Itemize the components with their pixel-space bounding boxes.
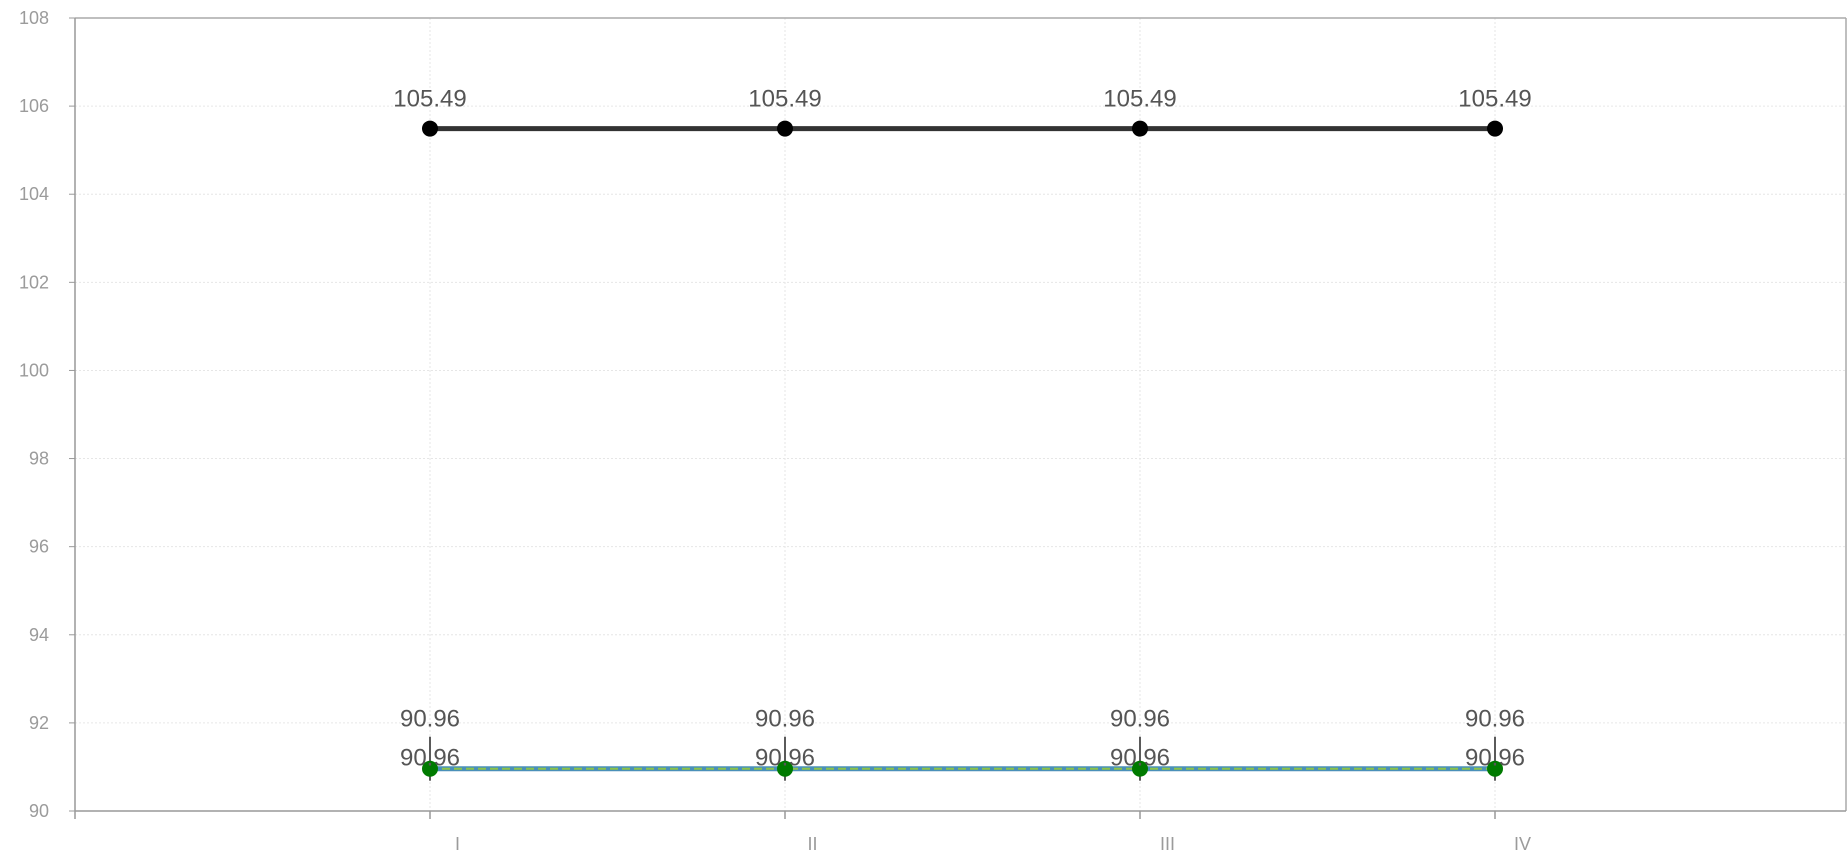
y-tick-label: 98 [29,449,49,469]
series-2-data-label: 90.96 [1465,745,1525,772]
x-tick-label: III [1160,834,1175,854]
x-tick-label: I [455,834,460,854]
x-tick-label: II [807,834,817,854]
series-1-point [1487,760,1503,777]
y-tick-label: 104 [19,184,49,204]
series-0-point [777,120,793,137]
series-1-point [1132,760,1148,777]
series-2-data-label: 90.96 [400,745,460,772]
series-1-point [422,760,438,777]
y-tick-label: 92 [29,713,49,733]
series-1-point [777,760,793,777]
y-tick-label: 100 [19,360,49,380]
series-0-data-label: 105.49 [1103,86,1176,113]
y-tick-label: 96 [29,537,49,557]
series-1-data-label: 90.96 [400,706,460,733]
y-tick-label: 108 [19,8,49,28]
series-1-data-label: 90.96 [1465,706,1525,733]
y-tick-label: 94 [29,625,49,645]
series-0-point [1487,120,1503,137]
series-0-data-label: 105.49 [393,86,466,113]
series-1-data-label: 90.96 [755,706,815,733]
series-2-data-label: 90.96 [1110,745,1170,772]
y-tick-label: 106 [19,96,49,116]
series-0-point [1132,120,1148,137]
x-tick-label: IV [1514,834,1531,854]
series-1-data-label: 90.96 [1110,706,1170,733]
series-2-data-label: 90.96 [755,745,815,772]
series-0-data-label: 105.49 [1458,86,1531,113]
y-tick-label: 90 [29,801,49,821]
series-0-point [422,120,438,137]
series-0-data-label: 105.49 [748,86,821,113]
y-tick-label: 102 [19,272,49,292]
